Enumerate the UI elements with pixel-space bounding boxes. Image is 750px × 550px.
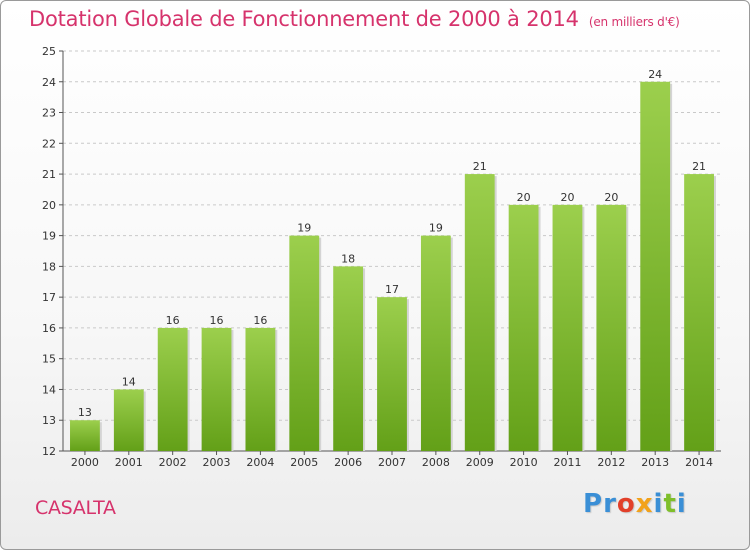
data-label: 21 — [692, 160, 706, 173]
x-tick-label: 2011 — [553, 456, 581, 469]
logo-letter: r — [603, 489, 617, 519]
bar — [113, 389, 144, 451]
data-label: 16 — [253, 314, 267, 327]
y-tick-label: 21 — [42, 168, 56, 181]
bar — [640, 81, 671, 452]
data-label: 20 — [560, 191, 574, 204]
x-tick-label: 2008 — [422, 456, 450, 469]
axes: 12 13 14 15 16 17 18 19 20 21 22 23 24 25 2000 2001 2002… — [42, 45, 721, 469]
bar — [464, 174, 495, 452]
y-tick-label: 18 — [42, 260, 56, 273]
bar — [508, 204, 539, 451]
bar — [70, 420, 100, 451]
x-tick-label: 2003 — [203, 456, 231, 469]
y-tick-label: 13 — [42, 414, 56, 427]
commune-name: CASALTA — [35, 497, 116, 519]
logo-letter: t — [663, 489, 677, 519]
y-tick-label: 20 — [42, 199, 56, 212]
y-tick-label: 23 — [42, 107, 56, 120]
data-label: 16 — [166, 314, 180, 327]
y-tick-label: 22 — [42, 137, 56, 150]
data-labels: 13 14 16 16 16 19 18 17 19 21 20 20 20 24 21 — [78, 68, 706, 419]
x-tick-label: 2004 — [246, 456, 274, 469]
y-tick-label: 19 — [42, 230, 56, 243]
y-tick-label: 25 — [42, 45, 56, 58]
chart-title: Dotation Globale de Fonctionnement de 20… — [29, 7, 680, 31]
bar — [420, 235, 451, 451]
bar — [552, 204, 583, 451]
logo-letter: i — [676, 489, 687, 519]
x-tick-label: 2002 — [159, 456, 187, 469]
x-tick-label: 2007 — [378, 456, 406, 469]
data-label: 18 — [341, 252, 355, 265]
bar — [289, 235, 320, 451]
y-tick-label: 12 — [42, 445, 56, 458]
bars — [70, 81, 716, 452]
x-tick-label: 2013 — [641, 456, 669, 469]
x-tick-label: 2000 — [71, 456, 99, 469]
x-tick-label: 2006 — [334, 456, 362, 469]
data-label: 17 — [385, 283, 399, 296]
bar — [157, 327, 188, 451]
logo-letter: P — [583, 489, 604, 519]
bar — [684, 174, 714, 452]
data-label: 16 — [210, 314, 224, 327]
x-tick-label: 2001 — [115, 456, 143, 469]
data-label: 19 — [429, 222, 443, 235]
y-tick-label: 17 — [42, 291, 56, 304]
logo-letter: i — [653, 489, 664, 519]
y-tick-label: 16 — [42, 322, 56, 335]
bar — [201, 327, 232, 451]
y-tick-label: 24 — [42, 76, 56, 89]
data-label: 13 — [78, 406, 92, 419]
data-label: 19 — [297, 222, 311, 235]
x-tick-label: 2014 — [685, 456, 713, 469]
data-label: 20 — [517, 191, 531, 204]
y-tick-label: 15 — [42, 353, 56, 366]
x-tick-label: 2012 — [597, 456, 625, 469]
data-label: 14 — [122, 375, 136, 388]
proxiti-logo: Proxiti — [583, 489, 687, 519]
bar — [596, 204, 627, 451]
x-tick-label: 2009 — [466, 456, 494, 469]
x-tick-label: 2010 — [510, 456, 538, 469]
chart-subtitle: (en milliers d'€) — [588, 15, 680, 29]
logo-letter: x — [635, 489, 654, 519]
bar — [333, 266, 364, 451]
logo-letter: o — [616, 489, 636, 519]
bar — [245, 327, 276, 451]
data-label: 24 — [648, 68, 662, 81]
data-label: 21 — [473, 160, 487, 173]
x-tick-label: 2005 — [290, 456, 318, 469]
chart-title-text: Dotation Globale de Fonctionnement de 20… — [29, 7, 579, 31]
y-tick-label: 14 — [42, 383, 56, 396]
data-label: 20 — [604, 191, 618, 204]
bar — [377, 297, 407, 451]
